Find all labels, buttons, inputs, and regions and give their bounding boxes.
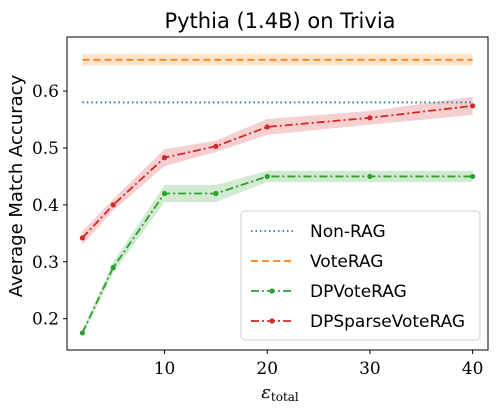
series-markers [79, 103, 476, 336]
legend-label-dpsparsevoterag: DPSparseVoteRAG [310, 312, 465, 332]
point-dpsparsevoterag-4 [264, 124, 270, 130]
y-axis: 0.2 0.3 0.4 0.5 0.6 [32, 82, 67, 330]
point-dpvoterag-6 [469, 173, 476, 180]
x-axis: 10 20 30 40 [154, 350, 484, 379]
x-axis-label: εtotal [261, 382, 299, 404]
x-axis-label-symbol: ε [261, 382, 271, 403]
point-dpvoterag-5 [367, 173, 373, 180]
legend-box [240, 210, 481, 341]
y-tick-label: 0.3 [32, 253, 59, 273]
point-dpvoterag-2 [161, 190, 168, 197]
x-axis-label-subscript: total [271, 390, 299, 404]
x-tick-label: 40 [462, 359, 484, 379]
y-axis-label: Average Match Accuracy [6, 74, 27, 297]
y-tick-label: 0.4 [32, 196, 59, 216]
band-voterag [82, 54, 473, 66]
point-dpsparsevoterag-0 [79, 235, 86, 241]
legend-marker-dpsparsevoterag [269, 318, 275, 324]
legend-label-dpvoterag: DPVoteRAG [310, 282, 407, 302]
point-dpvoterag-4 [264, 173, 270, 180]
legend-label-voterag: VoteRAG [310, 252, 383, 272]
point-dpvoterag-0 [79, 330, 86, 336]
point-dpsparsevoterag-5 [367, 115, 373, 121]
y-tick-label: 0.5 [32, 139, 59, 159]
plot-frame [66, 36, 489, 351]
x-tick-label: 30 [359, 359, 381, 379]
point-dpsparsevoterag-1 [110, 202, 116, 208]
chart-title: Pythia (1.4B) on Trivia [164, 9, 395, 33]
point-dpvoterag-3 [213, 190, 219, 197]
y-tick-label: 0.2 [32, 310, 59, 330]
confidence-bands [82, 54, 473, 336]
band-dpsparsevoterag [82, 96, 473, 245]
point-dpsparsevoterag-6 [469, 103, 476, 109]
point-dpsparsevoterag-3 [213, 143, 219, 149]
legend-label-non-rag: Non-RAG [310, 222, 386, 242]
legend-marker-dpvoterag [269, 288, 275, 294]
legend: Non-RAG VoteRAG DPVoteRAG DPSparseVoteRAG [240, 210, 481, 341]
x-tick-label: 10 [154, 359, 176, 379]
x-tick-label: 20 [256, 359, 278, 379]
y-tick-label: 0.6 [32, 82, 59, 102]
point-dpvoterag-1 [110, 264, 116, 271]
point-dpsparsevoterag-2 [161, 155, 168, 161]
plot-area [66, 36, 489, 351]
